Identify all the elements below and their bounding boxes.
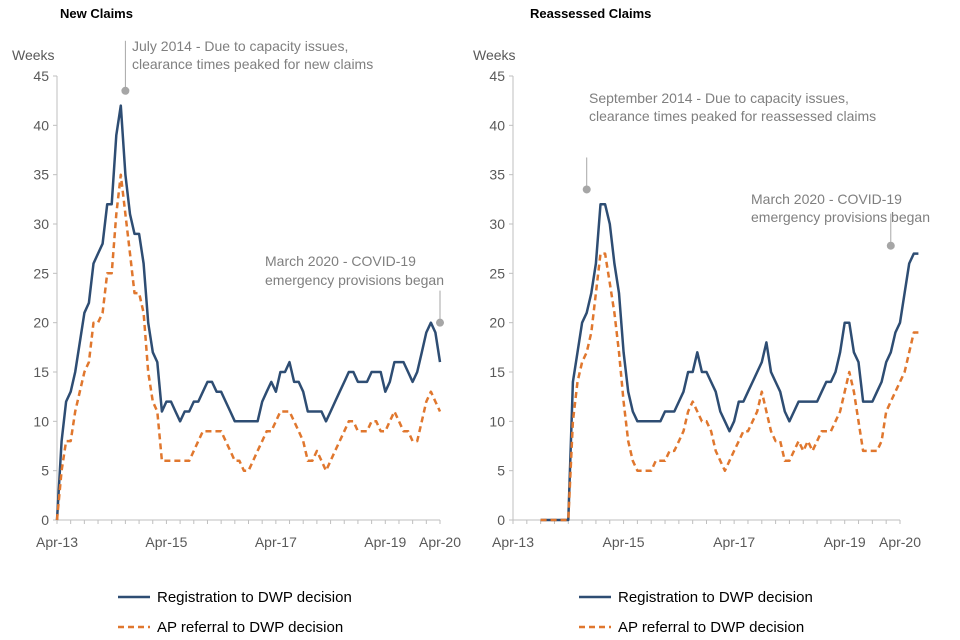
y-tick-label: 15 [489, 364, 505, 380]
chart-title-reassessed-claims: Reassessed Claims [530, 6, 651, 21]
y-tick-label: 35 [489, 167, 505, 183]
y-tick-label: 45 [33, 68, 49, 84]
y-tick-label: 5 [41, 463, 49, 479]
series-line-ap_referral [55, 173, 442, 521]
annotation-line: clearance times peaked for new claims [132, 56, 373, 72]
legend-label-registration: Registration to DWP decision [618, 589, 813, 606]
y-tick-label: 30 [489, 216, 505, 232]
y-tick-label: 25 [33, 265, 49, 281]
annotation-march-2020-reassessed: March 2020 - COVID-19 emergency provisio… [751, 191, 930, 225]
x-tick-label: Apr-17 [713, 534, 755, 550]
annotation-july-2014: July 2014 - Due to capacity issues, clea… [132, 38, 373, 72]
x-tick-label: Apr-19 [824, 534, 866, 550]
annotation-line: emergency provisions began [265, 272, 444, 288]
y-tick-label: 10 [33, 413, 49, 429]
legend-label-registration: Registration to DWP decision [157, 589, 352, 606]
annotation-marker [121, 86, 130, 95]
x-tick-label: Apr-13 [492, 534, 534, 550]
y-tick-label: 30 [33, 216, 49, 232]
plot-new-claims: 0 5 10 15 20 25 30 35 40 45 Apr-13 Apr-15 Apr-17 Apr-… [33, 40, 461, 550]
legend-reassessed-claims: Registration to DWP decision AP referral… [579, 589, 813, 636]
legend-label-ap-referral: AP referral to DWP decision [618, 619, 804, 636]
y-tick-label: 10 [489, 413, 505, 429]
annotation-line: July 2014 - Due to capacity issues, [132, 38, 348, 54]
x-tick-label: Apr-17 [255, 534, 297, 550]
y-tick-label: 15 [33, 364, 49, 380]
y-tick-label: 0 [41, 512, 49, 528]
annotation-line: September 2014 - Due to capacity issues, [589, 90, 849, 106]
plot-reassessed-claims: 0 5 10 15 20 25 30 35 40 45 Apr-13 Apr-15 Apr-17 Apr-… [489, 68, 921, 550]
legend-label-ap-referral: AP referral to DWP decision [157, 619, 343, 636]
annotation-marker [582, 185, 591, 194]
chart-title-new-claims: New Claims [60, 6, 133, 21]
y-tick-label: 45 [489, 68, 505, 84]
y-tick-label: 25 [489, 265, 505, 281]
x-tick-label: Apr-15 [603, 534, 645, 550]
x-tick-label: Apr-15 [145, 534, 187, 550]
x-tick-label: Apr-20 [879, 534, 921, 550]
y-tick-label: 20 [33, 315, 49, 331]
y-tick-label: 40 [489, 117, 505, 133]
annotation-line: clearance times peaked for reassessed cl… [589, 108, 876, 124]
annotation-line: March 2020 - COVID-19 [265, 253, 416, 269]
y-axis-label-reassessed-claims: Weeks [473, 47, 516, 63]
x-tick-label: Apr-20 [419, 534, 461, 550]
y-tick-label: 20 [489, 315, 505, 331]
y-axis-label-new-claims: Weeks [12, 47, 55, 63]
annotation-marker [886, 241, 895, 250]
annotation-september-2014: September 2014 - Due to capacity issues,… [589, 90, 876, 124]
series-line-registration [55, 104, 442, 521]
y-tick-label: 0 [497, 512, 505, 528]
annotation-line: emergency provisions began [751, 209, 930, 225]
annotation-line: March 2020 - COVID-19 [751, 191, 902, 207]
annotation-march-2020-new: March 2020 - COVID-19 emergency provisio… [265, 253, 444, 288]
series-line-ap_referral [540, 252, 919, 522]
x-tick-label: Apr-19 [364, 534, 406, 550]
y-tick-label: 5 [497, 463, 505, 479]
annotation-marker [436, 318, 444, 327]
legend-new-claims: Registration to DWP decision AP referral… [118, 589, 352, 636]
y-tick-label: 35 [33, 167, 49, 183]
y-tick-label: 40 [33, 117, 49, 133]
series-line-registration [540, 203, 919, 522]
x-tick-label: Apr-13 [36, 534, 78, 550]
